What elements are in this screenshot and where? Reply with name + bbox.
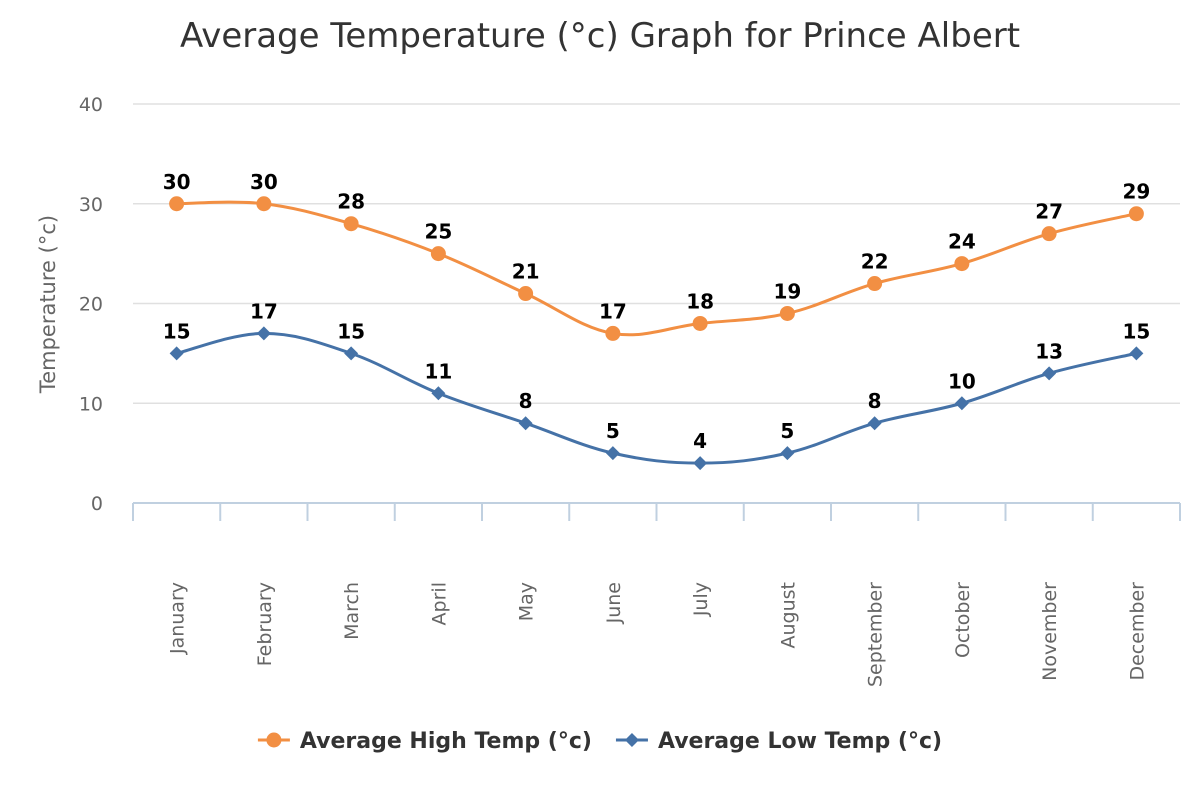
data-label-low: 8	[519, 389, 533, 413]
data-point-low[interactable]	[518, 416, 533, 431]
data-point-low[interactable]	[344, 346, 359, 361]
data-label-high: 28	[337, 190, 365, 214]
series-line-low[interactable]	[176, 331, 1137, 465]
data-point-high[interactable]	[430, 246, 446, 262]
x-tick-label: June	[603, 582, 625, 624]
x-tick-label: August	[777, 582, 799, 649]
data-point-low[interactable]	[1042, 366, 1057, 381]
data-point-high[interactable]	[867, 276, 883, 292]
gridlines	[133, 103, 1180, 404]
data-point-low[interactable]	[867, 416, 882, 431]
data-label-low: 15	[163, 319, 191, 343]
data-point-high[interactable]	[169, 196, 185, 212]
x-tick-label: January	[167, 582, 189, 655]
data-point-high[interactable]	[779, 305, 795, 321]
data-point-high[interactable]	[954, 256, 970, 272]
data-point-low[interactable]	[1129, 346, 1144, 361]
x-tick-label: May	[516, 582, 538, 621]
x-tick-label: October	[952, 582, 974, 658]
data-label-high: 21	[512, 260, 540, 284]
data-label-high: 18	[686, 289, 714, 313]
data-label-high: 25	[424, 220, 452, 244]
chart-title: Average Temperature (°c) Graph for Princ…	[180, 16, 1020, 56]
x-tick-label: September	[865, 582, 887, 687]
data-point-low[interactable]	[605, 446, 620, 461]
x-tick-label: November	[1039, 582, 1061, 681]
data-label-high: 30	[163, 170, 191, 194]
legend-label-low: Average Low Temp (°c)	[658, 729, 942, 754]
data-point-high[interactable]	[692, 315, 708, 331]
data-point-high[interactable]	[343, 216, 359, 232]
x-tick-label: February	[254, 582, 276, 666]
data-label-low: 4	[693, 429, 707, 453]
data-label-high: 30	[250, 170, 278, 194]
x-axis: January February March April May June July Augu…	[132, 502, 1181, 687]
legend-label-high: Average High Temp (°c)	[300, 729, 592, 754]
data-point-high[interactable]	[605, 325, 621, 341]
y-axis-title: Temperature (°c)	[36, 215, 60, 394]
legend-item-low[interactable]: Average Low Temp (°c)	[615, 729, 942, 754]
y-tick-label: 20	[79, 294, 103, 316]
data-label-high: 22	[861, 250, 889, 274]
data-label-low: 17	[250, 299, 278, 323]
x-tick-label: July	[690, 582, 712, 617]
data-point-high[interactable]	[1128, 206, 1144, 222]
data-label-high: 17	[599, 299, 627, 323]
data-label-low: 15	[1122, 319, 1150, 343]
legend-marker-low[interactable]	[624, 733, 639, 747]
y-tick-label: 10	[79, 393, 103, 415]
data-point-low[interactable]	[780, 446, 795, 461]
data-point-low[interactable]	[169, 346, 184, 361]
data-label-low: 5	[780, 419, 794, 443]
y-tick-label: 40	[79, 94, 103, 116]
data-label-high: 27	[1035, 200, 1063, 224]
data-label-high: 29	[1122, 180, 1150, 204]
data-point-high[interactable]	[256, 196, 272, 212]
data-point-low[interactable]	[431, 386, 446, 401]
data-label-low: 11	[424, 359, 452, 383]
data-label-low: 15	[337, 319, 365, 343]
data-label-high: 19	[773, 279, 801, 303]
data-label-high: 24	[948, 230, 976, 254]
data-point-low[interactable]	[954, 396, 969, 411]
series-line-high[interactable]	[176, 200, 1137, 337]
legend-marker-high[interactable]	[266, 732, 282, 748]
y-axis-ticks: 0 10 20 30 40	[79, 94, 103, 515]
data-label-low: 8	[868, 389, 882, 413]
data-label-low: 13	[1035, 339, 1063, 363]
legend-item-high[interactable]: Average High Temp (°c)	[257, 729, 592, 754]
data-point-high[interactable]	[1041, 226, 1057, 242]
legend[interactable]: Average High Temp (°c) Average Low Temp (…	[257, 729, 942, 754]
data-label-low: 10	[948, 369, 976, 393]
y-tick-label: 30	[79, 194, 103, 216]
series-layer	[169, 196, 1144, 471]
data-label-low: 5	[606, 419, 620, 443]
data-point-low[interactable]	[693, 456, 708, 471]
y-tick-label: 0	[91, 493, 103, 515]
x-tick-label: April	[428, 582, 450, 625]
x-tick-label: March	[341, 582, 363, 640]
data-point-low[interactable]	[256, 326, 271, 341]
data-point-high[interactable]	[518, 286, 534, 302]
data-labels: 30 30 28 25 21 17 18 19 22 24 27 29 15 17 15 11 8 5 4 5 8 10 1…	[163, 170, 1151, 453]
x-tick-label: December	[1126, 582, 1148, 681]
